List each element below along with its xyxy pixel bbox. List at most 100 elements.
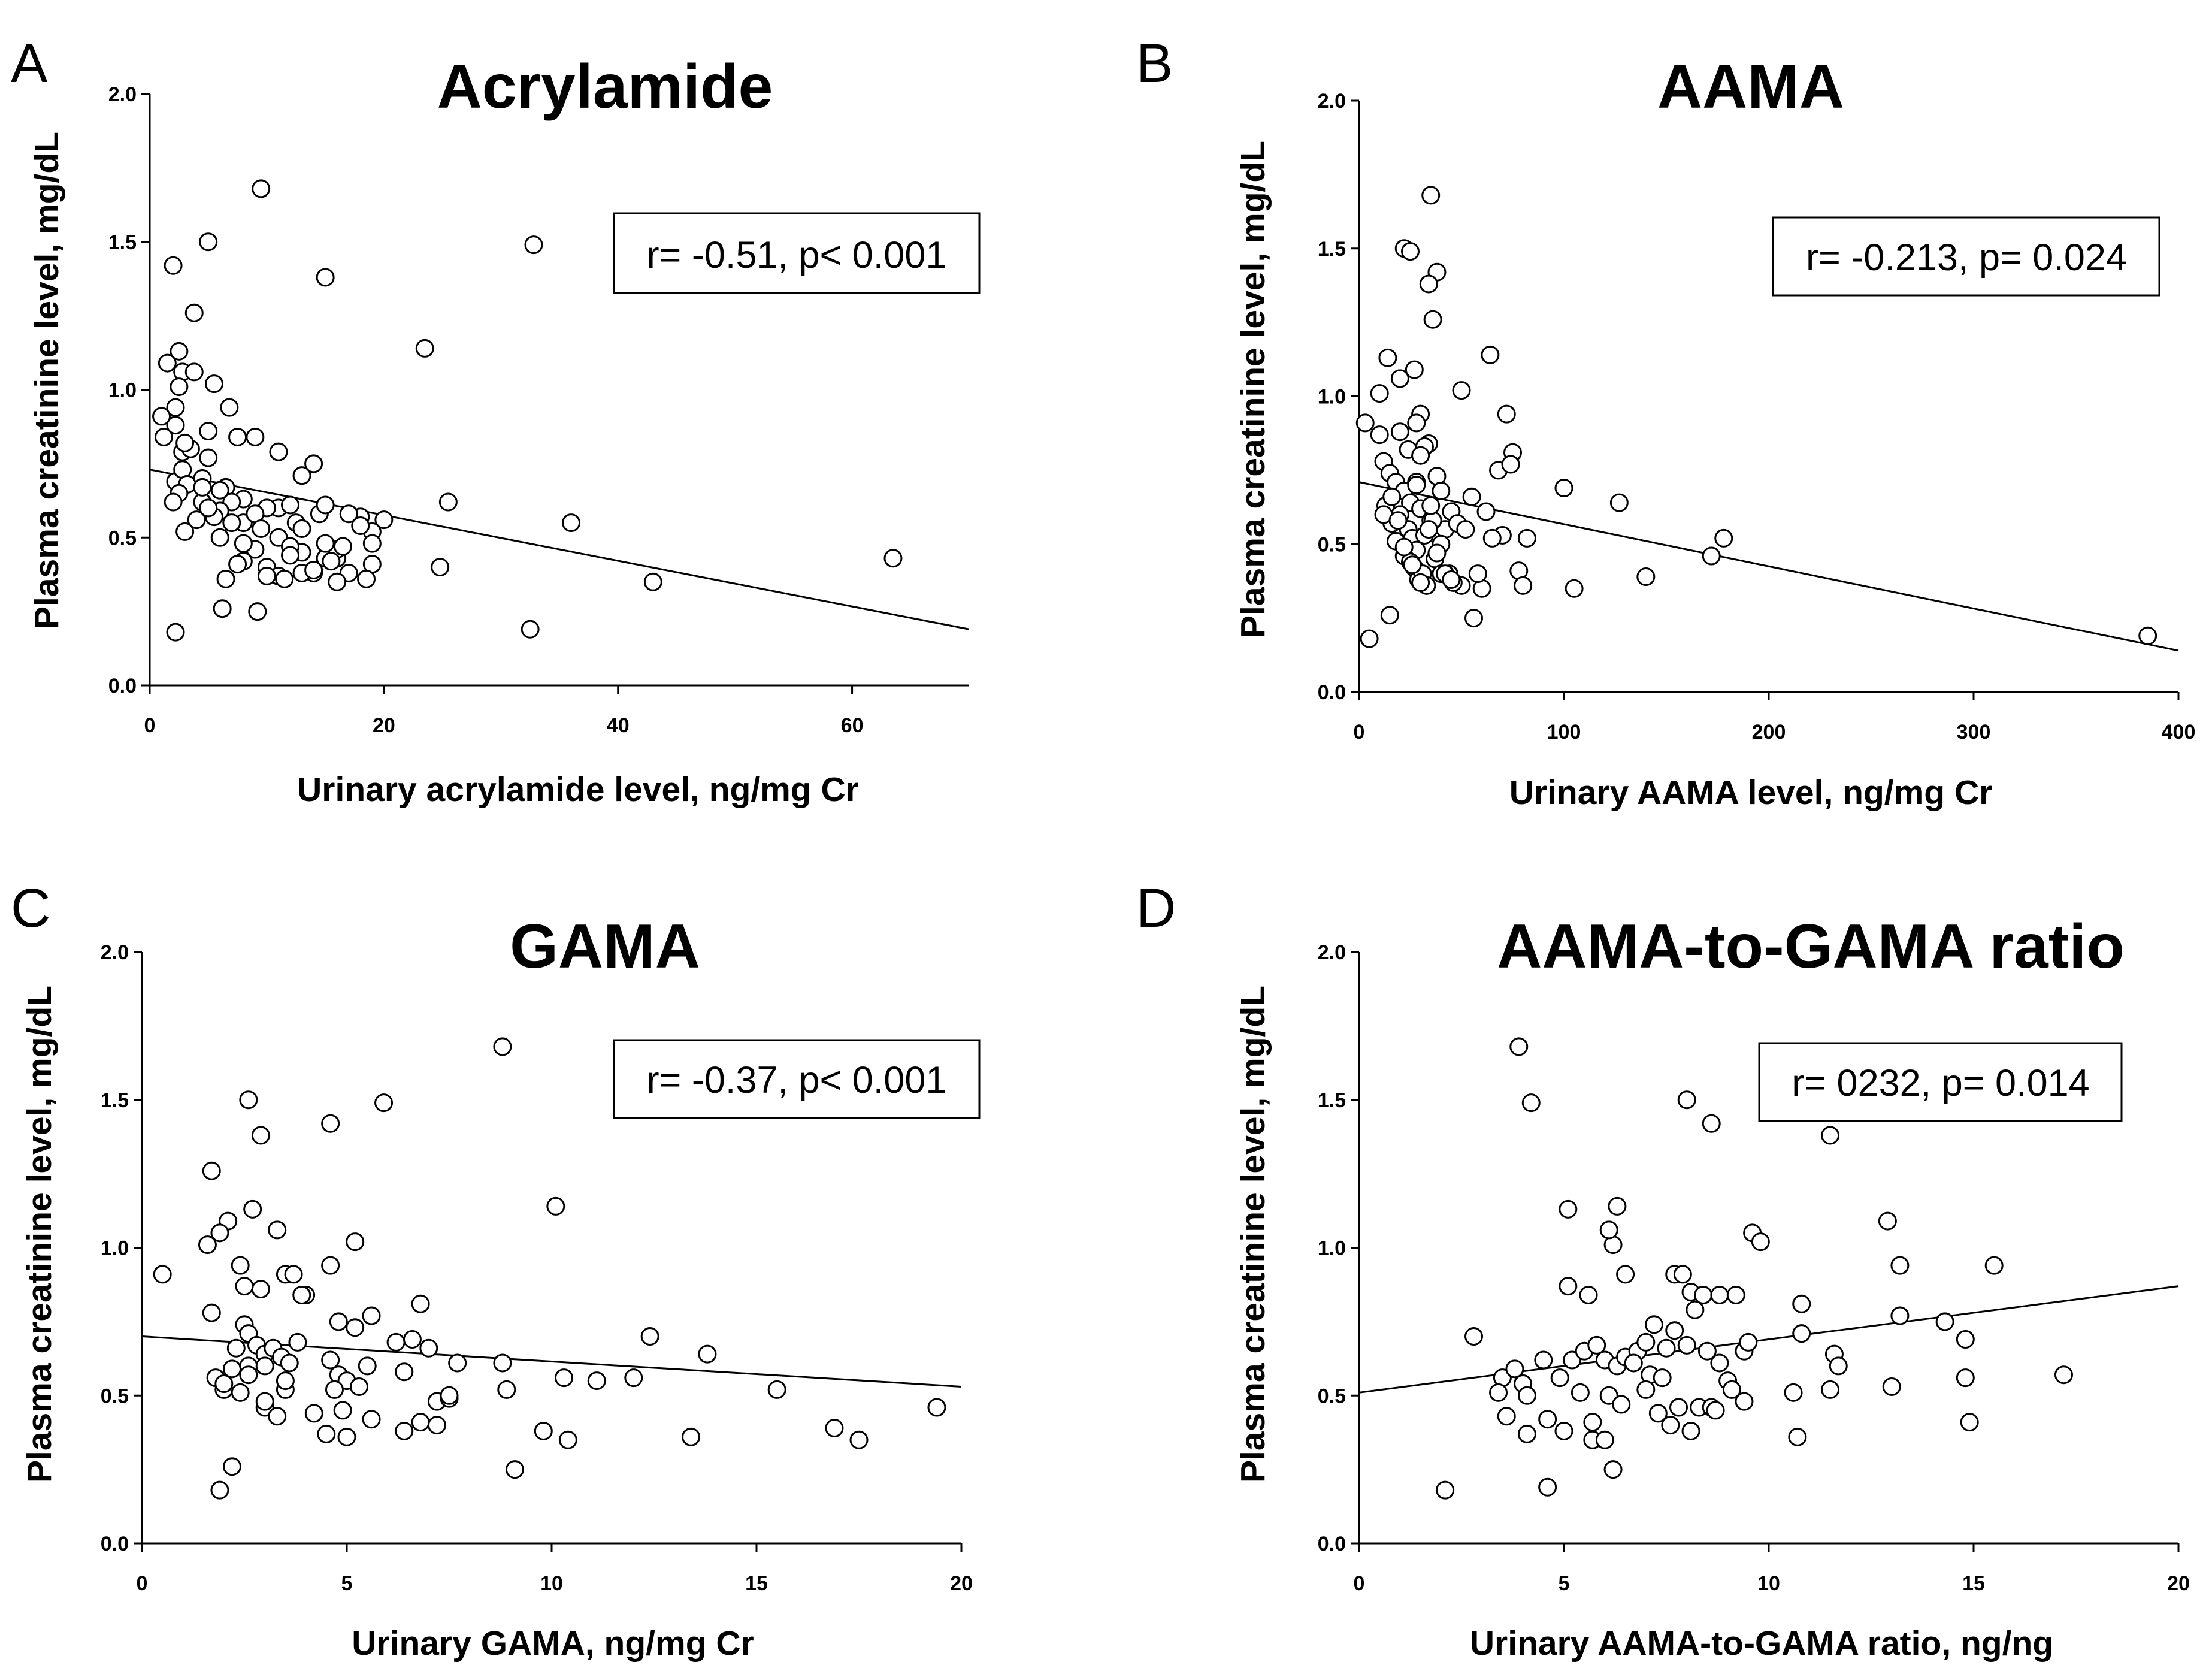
panel-c-data-point xyxy=(358,1356,377,1376)
panel-c-data-point xyxy=(362,1410,381,1429)
panel-d-x-tick-label: 10 xyxy=(1757,1572,1780,1595)
panel-c-data-point xyxy=(325,1380,344,1399)
panel-b-y-tick-label: 1.0 xyxy=(1318,386,1346,409)
panel-a-data-point xyxy=(199,498,218,518)
panel-a-data-point xyxy=(292,466,311,485)
panel-c-data-point xyxy=(546,1196,565,1216)
panel-d-x-axis-title: Urinary AAMA-to-GAMA ratio, ng/ng xyxy=(1470,1624,2053,1663)
panel-d-data-point xyxy=(1616,1265,1635,1284)
panel-d-data-point xyxy=(1636,1332,1656,1352)
panel-b-axes xyxy=(1358,101,2178,693)
panel-d-data-point xyxy=(1697,1341,1717,1361)
panel-c-y-tick-label: 1.5 xyxy=(101,1089,129,1112)
panel-a-data-point xyxy=(220,398,239,417)
panel-d-y-tick-label: 1.0 xyxy=(1318,1237,1346,1260)
panel-c-y-tick-label: 0.0 xyxy=(101,1533,129,1555)
panel-a-data-point xyxy=(339,504,358,524)
panel-a-data-point xyxy=(228,427,247,446)
panel-b-data-point xyxy=(1432,481,1451,500)
panel-d-data-point xyxy=(1464,1327,1484,1346)
panel-d-data-point xyxy=(1538,1410,1557,1429)
panel-d-data-point xyxy=(1821,1380,1840,1399)
panel-a-y-tick-label: 0.5 xyxy=(108,527,137,549)
panel-c-data-point xyxy=(226,1338,246,1358)
panel-c-data-point xyxy=(284,1265,303,1284)
panel-b-data-point xyxy=(1355,413,1375,433)
panel-b-data-point xyxy=(1565,579,1584,598)
panel-c-stat-text: r= -0.37, p< 0.001 xyxy=(647,1059,947,1101)
panel-b-data-point xyxy=(1714,528,1733,548)
panel-c-data-point xyxy=(927,1398,946,1417)
panel-a-data-point xyxy=(322,552,341,571)
panel-d-data-point xyxy=(1624,1353,1643,1373)
panel-c-data-point xyxy=(231,1383,250,1402)
panel-a-data-point xyxy=(562,513,581,533)
panel-b-data-point xyxy=(1464,609,1484,628)
panel-d-data-point xyxy=(1599,1386,1618,1405)
panel-c-x-tick-label: 15 xyxy=(745,1572,768,1595)
panel-a-data-point xyxy=(304,561,323,580)
panel-c-data-point xyxy=(640,1327,659,1346)
panel-d-data-point xyxy=(1686,1300,1705,1319)
panel-a-data-point xyxy=(187,510,206,530)
panel-b-data-point xyxy=(1370,425,1389,445)
panel-d-data-point xyxy=(1644,1315,1663,1334)
panel-c-data-point xyxy=(440,1386,459,1405)
panel-c-data-point xyxy=(411,1294,430,1313)
panel-c-axes xyxy=(141,952,961,1545)
panel-d-data-point xyxy=(1550,1368,1569,1388)
panel-b: B AAMA 0.0 0.5 1.0 1.5 2.0 0 100 200 300 400 r= -… xyxy=(1136,33,2195,812)
panel-c-data-point xyxy=(411,1413,430,1432)
panel-b-data-point xyxy=(1482,528,1502,548)
panel-a-data-point xyxy=(175,433,195,452)
panel-d-data-point xyxy=(1559,1277,1578,1296)
panel-a-x-tick-label: 0 xyxy=(144,714,156,737)
panel-a-data-point xyxy=(257,566,276,585)
panel-a-title: Acrylamide xyxy=(437,52,773,122)
panel-b-x-tick-label: 300 xyxy=(1957,721,1991,744)
panel-d-x-tick-label: 5 xyxy=(1559,1572,1570,1595)
panel-a-x-tick-label: 60 xyxy=(841,714,864,737)
panel-d-data-point xyxy=(1554,1421,1573,1440)
panel-c-data-point xyxy=(214,1374,234,1394)
panel-c-data-point xyxy=(292,1285,311,1304)
panel-d-data-point xyxy=(1751,1232,1770,1252)
panel-b-data-point xyxy=(1514,576,1533,595)
panel-d-data-point xyxy=(1788,1427,1807,1446)
panel-d-data-point xyxy=(1608,1196,1627,1216)
panel-a-data-point xyxy=(281,546,300,565)
panel-a-data-point xyxy=(216,569,235,588)
panel-b-data-point xyxy=(1501,455,1520,474)
panel-d-y-tick-label: 2.0 xyxy=(1318,941,1346,964)
panel-a-data-point xyxy=(210,528,229,547)
panel-b-letter: B xyxy=(1136,33,1173,94)
panel-a-data-point xyxy=(374,510,394,530)
panel-d-data-point xyxy=(1956,1368,1975,1388)
panel-a-data-point xyxy=(316,495,335,515)
panel-d-data-point xyxy=(1956,1330,1975,1349)
panel-c-data-point xyxy=(849,1430,869,1449)
panel-a-y-tick-label: 1.5 xyxy=(108,231,137,254)
panel-c-data-point xyxy=(202,1303,221,1322)
panel-d-data-point xyxy=(1583,1413,1602,1432)
panel-a-data-point xyxy=(170,377,189,397)
panel-c-data-point xyxy=(288,1332,307,1352)
panel-d-data-point xyxy=(1735,1392,1754,1411)
panel-a-data-point xyxy=(166,416,185,435)
panel-c-y-tick-label: 1.0 xyxy=(101,1237,129,1260)
panel-c-data-point xyxy=(276,1371,295,1391)
panel-a-data-point xyxy=(252,179,271,198)
panel-c-data-point xyxy=(153,1265,172,1284)
panel-d-data-point xyxy=(1792,1324,1811,1343)
panel-c: C GAMA 0.0 0.5 1.0 1.5 2.0 0 5 10 15 20 r= -0.37,… xyxy=(11,878,981,1663)
panel-d-y-axis-title: Plasma creatinine level, mg/dL xyxy=(1234,986,1272,1483)
panel-b-data-point xyxy=(1554,478,1573,497)
panel-b-data-point xyxy=(1360,629,1379,648)
panel-a-data-point xyxy=(246,427,265,446)
panel-c-data-point xyxy=(419,1338,438,1358)
panel-a-data-point xyxy=(524,235,543,255)
panel-b-data-point xyxy=(1401,242,1420,261)
panel-b-data-point xyxy=(1370,384,1389,403)
panel-a-data-point xyxy=(210,481,229,500)
panel-b-data-point xyxy=(1407,476,1426,495)
